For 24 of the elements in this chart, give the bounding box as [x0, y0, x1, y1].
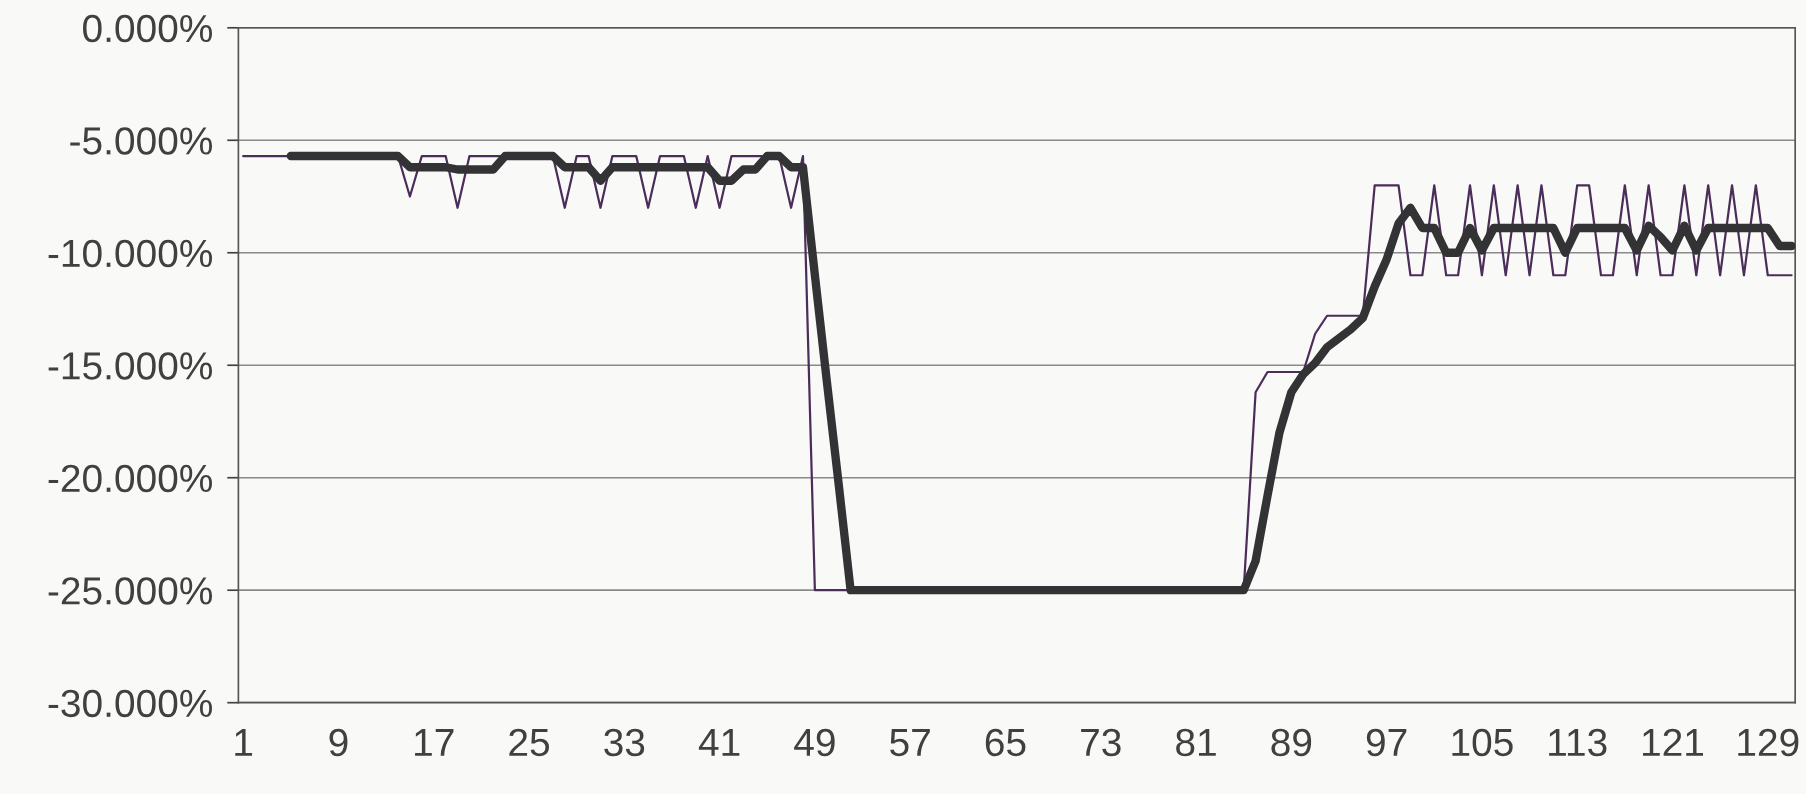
x-tick-label: 97: [1366, 728, 1407, 757]
x-tick-label: 105: [1452, 728, 1513, 757]
y-tick-label: -20.000%: [48, 464, 213, 493]
x-tick-label: 25: [509, 728, 550, 757]
x-tick-label: 49: [794, 728, 835, 757]
y-tick-label: -5.000%: [70, 127, 213, 155]
y-tick-label: -10.000%: [48, 239, 213, 268]
x-tick-label: 121: [1643, 728, 1704, 756]
x-tick-label: 65: [985, 728, 1026, 757]
x-tick-label: 33: [604, 728, 645, 757]
x-tick-label: 81: [1176, 728, 1216, 757]
x-tick-label: 129: [1738, 728, 1799, 757]
y-tick-label: -15.000%: [48, 352, 213, 380]
x-tick-label: 9: [329, 728, 348, 757]
x-tick-label: 1: [235, 729, 253, 756]
x-tick-label: 73: [1081, 728, 1121, 757]
y-tick-label: -25.000%: [48, 577, 213, 605]
x-tick-label: 17: [415, 729, 454, 756]
x-tick-label: 89: [1271, 728, 1312, 757]
x-tick-label: 113: [1549, 728, 1607, 757]
y-tick-label: -30.000%: [48, 689, 213, 718]
x-tick-label: 41: [698, 729, 740, 756]
x-tick-label: 57: [890, 729, 930, 757]
y-tick-label: 0.000%: [83, 14, 213, 43]
